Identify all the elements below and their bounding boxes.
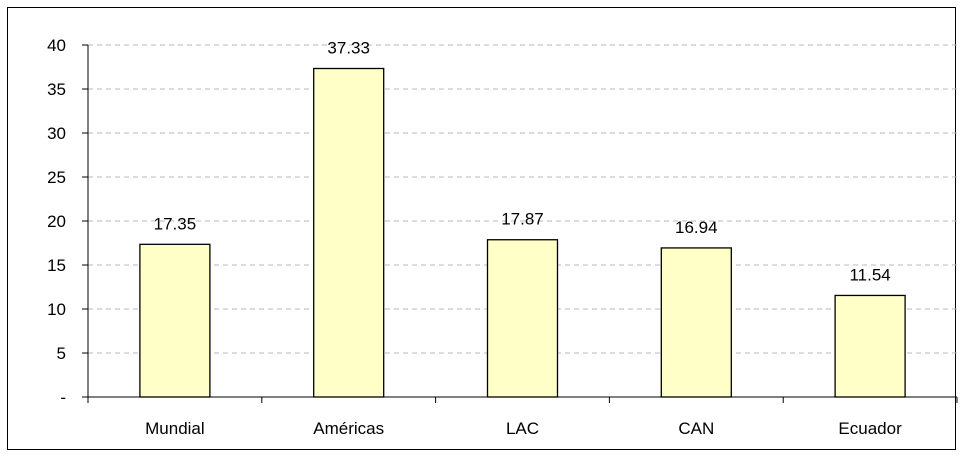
bar (660, 247, 732, 398)
bar (313, 67, 385, 398)
bar (139, 243, 211, 398)
bar (834, 294, 906, 398)
y-tick-label: 10 (47, 300, 66, 319)
labels: - 5 10 15 20 25 30 35 40 17.35 Mundial 37.33 América… (47, 36, 902, 438)
data-label: 11.54 (849, 265, 890, 284)
bars (139, 67, 906, 398)
x-category-label: Américas (313, 419, 384, 438)
data-label: 17.35 (154, 214, 197, 233)
data-label: 37.33 (327, 38, 370, 57)
y-tick-label: 5 (57, 344, 66, 363)
x-category-label: CAN (678, 419, 714, 438)
y-tick-label: 15 (47, 256, 66, 275)
x-category-label: Mundial (145, 419, 205, 438)
x-category-label: Ecuador (838, 419, 902, 438)
grid-lines (88, 44, 957, 354)
y-tick-label: 40 (47, 36, 66, 55)
y-tick-label: - (60, 388, 66, 407)
y-tick-label: 35 (47, 80, 66, 99)
y-tick-label: 20 (47, 212, 66, 231)
bar (486, 239, 559, 398)
data-label: 16.94 (675, 218, 718, 237)
y-tick-label: 30 (47, 124, 66, 143)
x-category-label: LAC (506, 419, 539, 438)
y-tick-label: 25 (47, 168, 66, 187)
data-label: 17.87 (501, 210, 544, 229)
